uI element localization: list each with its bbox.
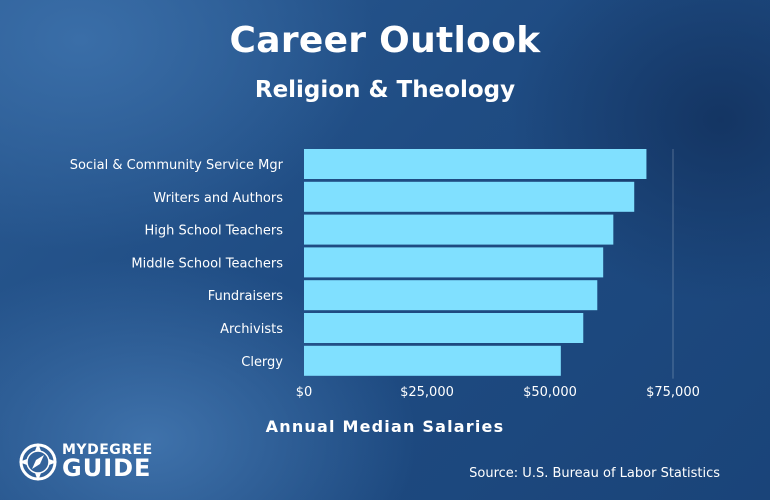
bar xyxy=(304,247,604,278)
category-label: Clergy xyxy=(241,355,283,370)
chart-subtitle: Religion & Theology xyxy=(254,77,516,103)
category-label: Middle School Teachers xyxy=(131,256,283,271)
source-note: Source: U.S. Bureau of Labor Statistics xyxy=(469,466,720,481)
logo-text-bottom: GUIDE xyxy=(62,454,152,482)
x-tick-label: $25,000 xyxy=(400,385,454,400)
x-tick-label: $50,000 xyxy=(523,385,577,400)
bar xyxy=(304,345,561,376)
bar xyxy=(304,181,635,212)
x-tick-label: $75,000 xyxy=(646,385,700,400)
bar xyxy=(304,214,614,245)
category-label: Archivists xyxy=(220,322,283,337)
compass-icon xyxy=(19,443,57,481)
brand-logo: MYDEGREE GUIDE xyxy=(18,440,158,484)
logo-text-top: MYDEGREE xyxy=(62,442,153,458)
x-tick-label: $0 xyxy=(296,385,313,400)
x-axis-label: Annual Median Salaries xyxy=(265,417,505,436)
category-label: High School Teachers xyxy=(145,224,284,239)
bar xyxy=(304,313,584,343)
category-label: Social & Community Service Mgr xyxy=(70,158,284,173)
bar xyxy=(304,280,598,311)
category-label: Fundraisers xyxy=(208,289,284,304)
chart-title: Career Outlook xyxy=(229,20,541,61)
bar xyxy=(304,149,647,179)
category-label: Writers and Authors xyxy=(153,191,283,206)
